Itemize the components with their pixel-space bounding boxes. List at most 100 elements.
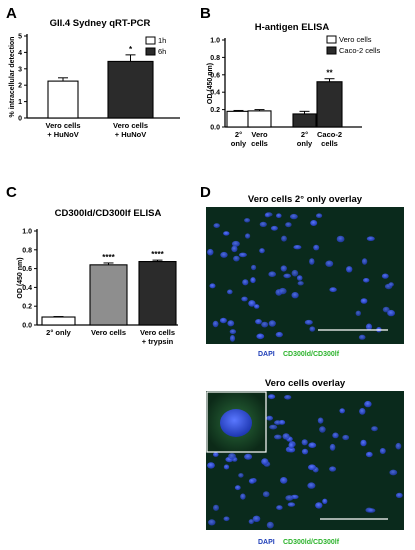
y-tick-label: 0.4: [210, 90, 220, 97]
chart-b: H-antigen ELISA 0.0 0.2 0.4 0.6 0.8 1.0 OD (450…: [207, 22, 381, 148]
chart-c: CD300ld/CD300lf ELISA 0.0 0.2 0.4 0.6 0.8 1.0 O…: [17, 208, 178, 346]
nucleus: [361, 258, 368, 265]
nucleus: [308, 442, 317, 449]
category-label: Vero cells + HuNoV: [45, 121, 80, 139]
legend-swatch: [145, 36, 156, 45]
category-label: 2° only: [231, 130, 247, 148]
nucleus: [360, 298, 368, 304]
panel-letter-c: C: [6, 184, 17, 201]
nucleus: [266, 415, 273, 421]
y-tick-label: 0: [18, 116, 22, 123]
micrograph-1-caption-dapi: DAPI: [258, 351, 275, 358]
nucleus: [251, 264, 257, 271]
legend-swatch: [326, 35, 337, 44]
nucleus: [389, 469, 398, 476]
nucleus: [244, 218, 251, 223]
nucleus: [261, 321, 269, 328]
nucleus: [244, 453, 253, 460]
nucleus: [382, 306, 390, 313]
nucleus: [231, 245, 238, 253]
nucleus: [315, 502, 323, 509]
nucleus: [223, 231, 230, 236]
nucleus: [346, 266, 353, 273]
nucleus: [223, 516, 230, 522]
nucleus: [284, 395, 292, 400]
nucleus: [276, 505, 283, 510]
category-label: Vero cells + trypsin: [140, 328, 175, 346]
micrograph-2-caption-dapi: DAPI: [258, 539, 275, 546]
nucleus: [325, 260, 334, 267]
nucleus: [308, 464, 316, 471]
nucleus: [329, 466, 337, 472]
nucleus: [283, 273, 292, 279]
chart-title: GII.4 Sydney qRT-PCR: [50, 18, 151, 29]
nucleus: [262, 491, 270, 498]
nucleus: [282, 433, 290, 440]
y-axis-label: OD (450 nm): [207, 63, 214, 104]
nucleus: [388, 282, 394, 287]
nucleus: [227, 320, 235, 327]
nucleus: [285, 495, 294, 501]
nucleus: [381, 273, 389, 279]
nucleus: [355, 310, 361, 316]
nucleus: [309, 326, 316, 332]
nucleus: [301, 439, 308, 446]
significance-label: **: [326, 69, 333, 78]
nucleus: [379, 448, 386, 454]
y-tick-label: 0.8: [22, 247, 32, 254]
y-tick-label: 0.6: [22, 266, 32, 273]
nucleus: [213, 504, 219, 511]
nucleus: [276, 213, 282, 218]
nucleus: [261, 458, 269, 465]
nucleus: [252, 515, 261, 522]
nucleus: [304, 319, 313, 325]
chart-a: GII.4 Sydney qRT-PCR 0 1 2 3 4 5% intracellula…: [9, 18, 180, 139]
nucleus: [280, 477, 288, 484]
y-axis-label: % intracellular detection: [9, 37, 16, 118]
nucleus: [223, 464, 230, 470]
nucleus: [365, 451, 373, 458]
category-label: 2° only: [297, 130, 313, 148]
bar: [138, 260, 177, 326]
nucleus: [250, 277, 256, 284]
nucleus: [307, 482, 316, 489]
nucleus: [248, 519, 254, 525]
nucleus: [270, 225, 278, 231]
panel-letter-b: B: [200, 5, 211, 22]
y-tick-label: 4: [18, 50, 22, 57]
nucleus: [275, 331, 283, 338]
nucleus: [291, 269, 299, 277]
y-tick-label: 1: [18, 99, 22, 106]
category-label: 2° only: [46, 328, 72, 337]
y-tick-label: 0.2: [22, 304, 32, 311]
nucleus: [287, 502, 296, 507]
nucleus: [269, 424, 278, 430]
bar: [226, 110, 251, 128]
nucleus: [287, 447, 296, 453]
nucleus: [212, 320, 219, 328]
category-label: Caco-2 cells: [317, 130, 342, 148]
nucleus: [290, 213, 298, 220]
y-tick-label: 0.0: [22, 323, 32, 330]
nucleus: [213, 452, 219, 457]
bar: [107, 60, 154, 119]
nucleus: [367, 508, 376, 513]
panel-letter-a: A: [6, 5, 17, 22]
significance-label: *: [129, 45, 133, 54]
nucleus: [231, 240, 240, 247]
nucleus: [254, 304, 260, 309]
category-label: Vero cells + HuNoV: [113, 121, 148, 139]
y-tick-label: 5: [18, 34, 22, 41]
nucleus: [359, 408, 366, 415]
y-tick-label: 0.4: [22, 285, 32, 292]
nucleus: [365, 323, 373, 331]
micrograph-1: [206, 207, 404, 344]
category-label: Vero cells: [91, 328, 126, 337]
legend-label: Caco-2 cells: [339, 46, 381, 55]
y-tick-label: 2: [18, 83, 22, 90]
nucleus: [256, 333, 265, 340]
bar: [41, 316, 76, 326]
nucleus: [229, 329, 237, 335]
nucleus: [208, 519, 216, 526]
